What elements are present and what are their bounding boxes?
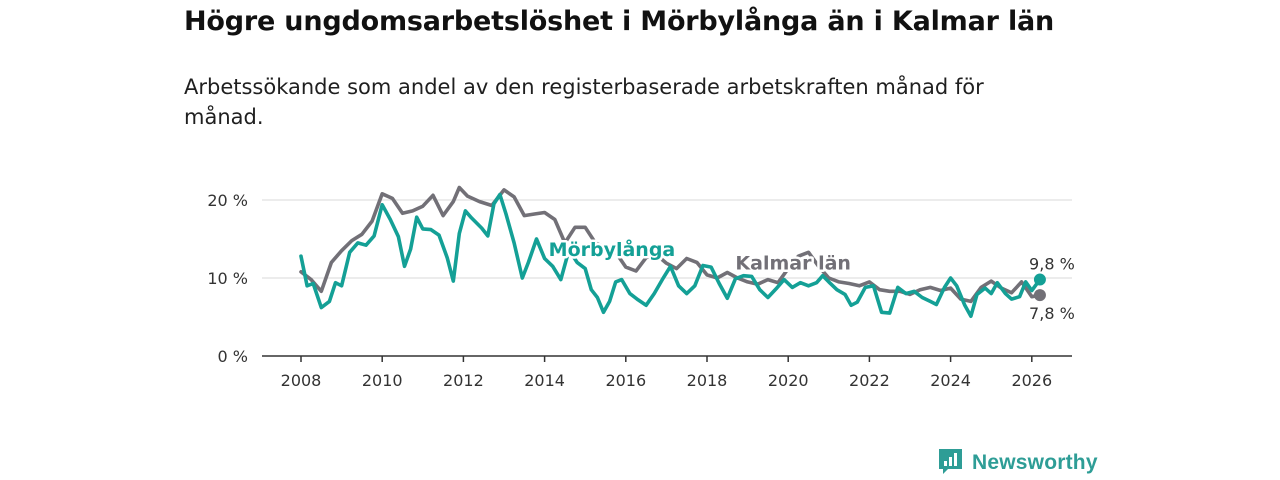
morbylanga-end-value: 9,8 % bbox=[1029, 255, 1075, 274]
chart-title: Högre ungdomsarbetslöshet i Mörbylånga ä… bbox=[184, 6, 1055, 37]
kalmar-lan-end-value: 7,8 % bbox=[1029, 304, 1075, 323]
chart-subtitle: Arbetssökande som andel av den registerb… bbox=[184, 75, 984, 129]
kalmar-lan-end-dot bbox=[1033, 289, 1046, 302]
morbylanga-series-label-halo: Mörbylånga bbox=[549, 237, 676, 261]
morbylanga-series-label: Mörbylånga bbox=[549, 237, 676, 261]
morbylanga-end-dot bbox=[1033, 273, 1046, 286]
axis-layer: 0 % 10 % 20 % 2008 2010 2012 2014 2016 2018 2020 2… bbox=[207, 191, 1072, 390]
x-tick-label: 2014 bbox=[524, 371, 565, 390]
series-layer bbox=[299, 185, 1046, 318]
kalmar-lan-series-label-halo: Kalmar län bbox=[735, 252, 851, 274]
y-tick-label: 0 % bbox=[218, 347, 248, 366]
y-tick-label: 10 % bbox=[207, 269, 248, 288]
x-tick-label: 2020 bbox=[768, 371, 809, 390]
morbylanga-line bbox=[299, 192, 1042, 318]
newsworthy-brand[interactable]: Newsworthy bbox=[937, 448, 1098, 478]
y-tick-label: 20 % bbox=[207, 191, 248, 210]
newsworthy-brand-name: Newsworthy bbox=[972, 451, 1098, 474]
line-chart: 0 % 10 % 20 % 2008 2010 2012 2014 2016 2018 2020 2… bbox=[207, 185, 1075, 390]
newsworthy-logo-icon bbox=[937, 447, 964, 479]
x-tick-label: 2024 bbox=[930, 371, 971, 390]
x-tick-label: 2012 bbox=[443, 371, 484, 390]
kalmar-lan-series-label: Kalmar län bbox=[735, 252, 851, 274]
x-tick-label: 2018 bbox=[687, 371, 728, 390]
x-tick-label: 2022 bbox=[849, 371, 890, 390]
x-tick-label: 2016 bbox=[605, 371, 646, 390]
x-tick-label: 2010 bbox=[362, 371, 403, 390]
x-tick-label: 2026 bbox=[1011, 371, 1052, 390]
x-tick-label: 2008 bbox=[281, 371, 322, 390]
grid-layer bbox=[262, 199, 1072, 279]
